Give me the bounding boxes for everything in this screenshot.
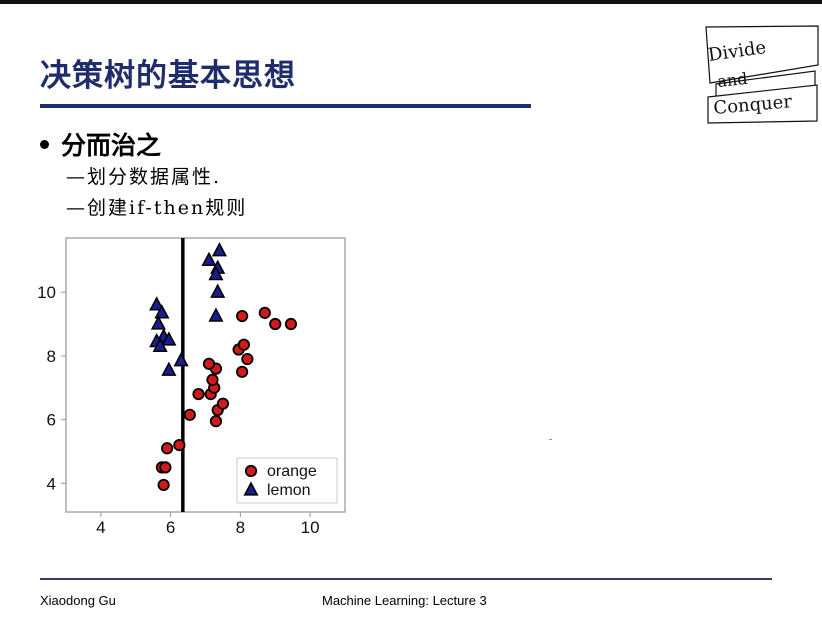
y-tick-label: 4 [47, 474, 56, 493]
lemon-point [161, 331, 177, 346]
orange-point [241, 352, 254, 366]
lemon-point [173, 352, 189, 367]
x-tick-label: 4 [96, 518, 105, 537]
orange-point [236, 365, 249, 378]
orange-point [236, 309, 249, 323]
legend-lemon-marker [243, 481, 259, 496]
x-tick-label: 8 [236, 518, 245, 537]
lemon-point [210, 283, 226, 298]
footer-course: Machine Learning: Lecture 3 [322, 593, 487, 608]
orange-point [269, 317, 282, 331]
sub-item-if-then-rules: —创建if-then规则 [66, 197, 248, 219]
orange-point [159, 461, 172, 474]
y-tick-label: 8 [47, 347, 56, 366]
orange-point [237, 338, 250, 351]
slide-title: 决策树的基本思想 [40, 58, 296, 94]
legend-lemon-label: lemon [267, 482, 311, 499]
lemon-point [150, 315, 166, 330]
lemon-point [152, 337, 168, 352]
x-tick-label: 6 [166, 518, 175, 537]
y-tick-label: 6 [47, 411, 56, 430]
legend-orange-marker [244, 464, 258, 478]
sticker-line-and: and [716, 69, 748, 91]
stray-mark [549, 439, 552, 440]
sub-item-split-attributes: —划分数据属性. [66, 166, 222, 188]
bullet-text: 分而治之 [61, 131, 162, 160]
orange-point [202, 357, 216, 370]
sticker-box-bottom [707, 84, 818, 124]
lemon-point [149, 296, 165, 311]
sticker-box-top [705, 25, 819, 84]
lemon-point [201, 251, 217, 266]
title-underline [40, 104, 531, 108]
y-tick-label: 10 [37, 283, 56, 302]
lemon-point [161, 361, 177, 376]
lemon-point [208, 307, 224, 322]
lemon-point [211, 242, 227, 257]
main-bullet: 分而治之 [40, 126, 161, 162]
orange-point [284, 317, 298, 331]
orange-point [157, 478, 170, 492]
lemon-point [154, 304, 170, 319]
orange-point [209, 415, 223, 428]
footer-rule [40, 578, 772, 580]
x-tick-label: 10 [301, 518, 320, 537]
chart-legend: orange lemon [236, 457, 338, 504]
legend-orange-label: orange [267, 463, 317, 480]
footer-author: Xiaodong Gu [40, 593, 116, 608]
lemon-point [208, 266, 224, 281]
orange-point [216, 397, 230, 410]
orange-point [161, 442, 174, 455]
orange-point [206, 373, 219, 386]
top-border [0, 0, 822, 4]
divide-and-conquer-sticker: Divide and Conquer [705, 25, 819, 124]
orange-point [192, 388, 205, 401]
orange-point [183, 408, 196, 421]
orange-point [173, 438, 186, 452]
bullet-dot-icon [40, 139, 49, 149]
orange-point [258, 306, 271, 319]
